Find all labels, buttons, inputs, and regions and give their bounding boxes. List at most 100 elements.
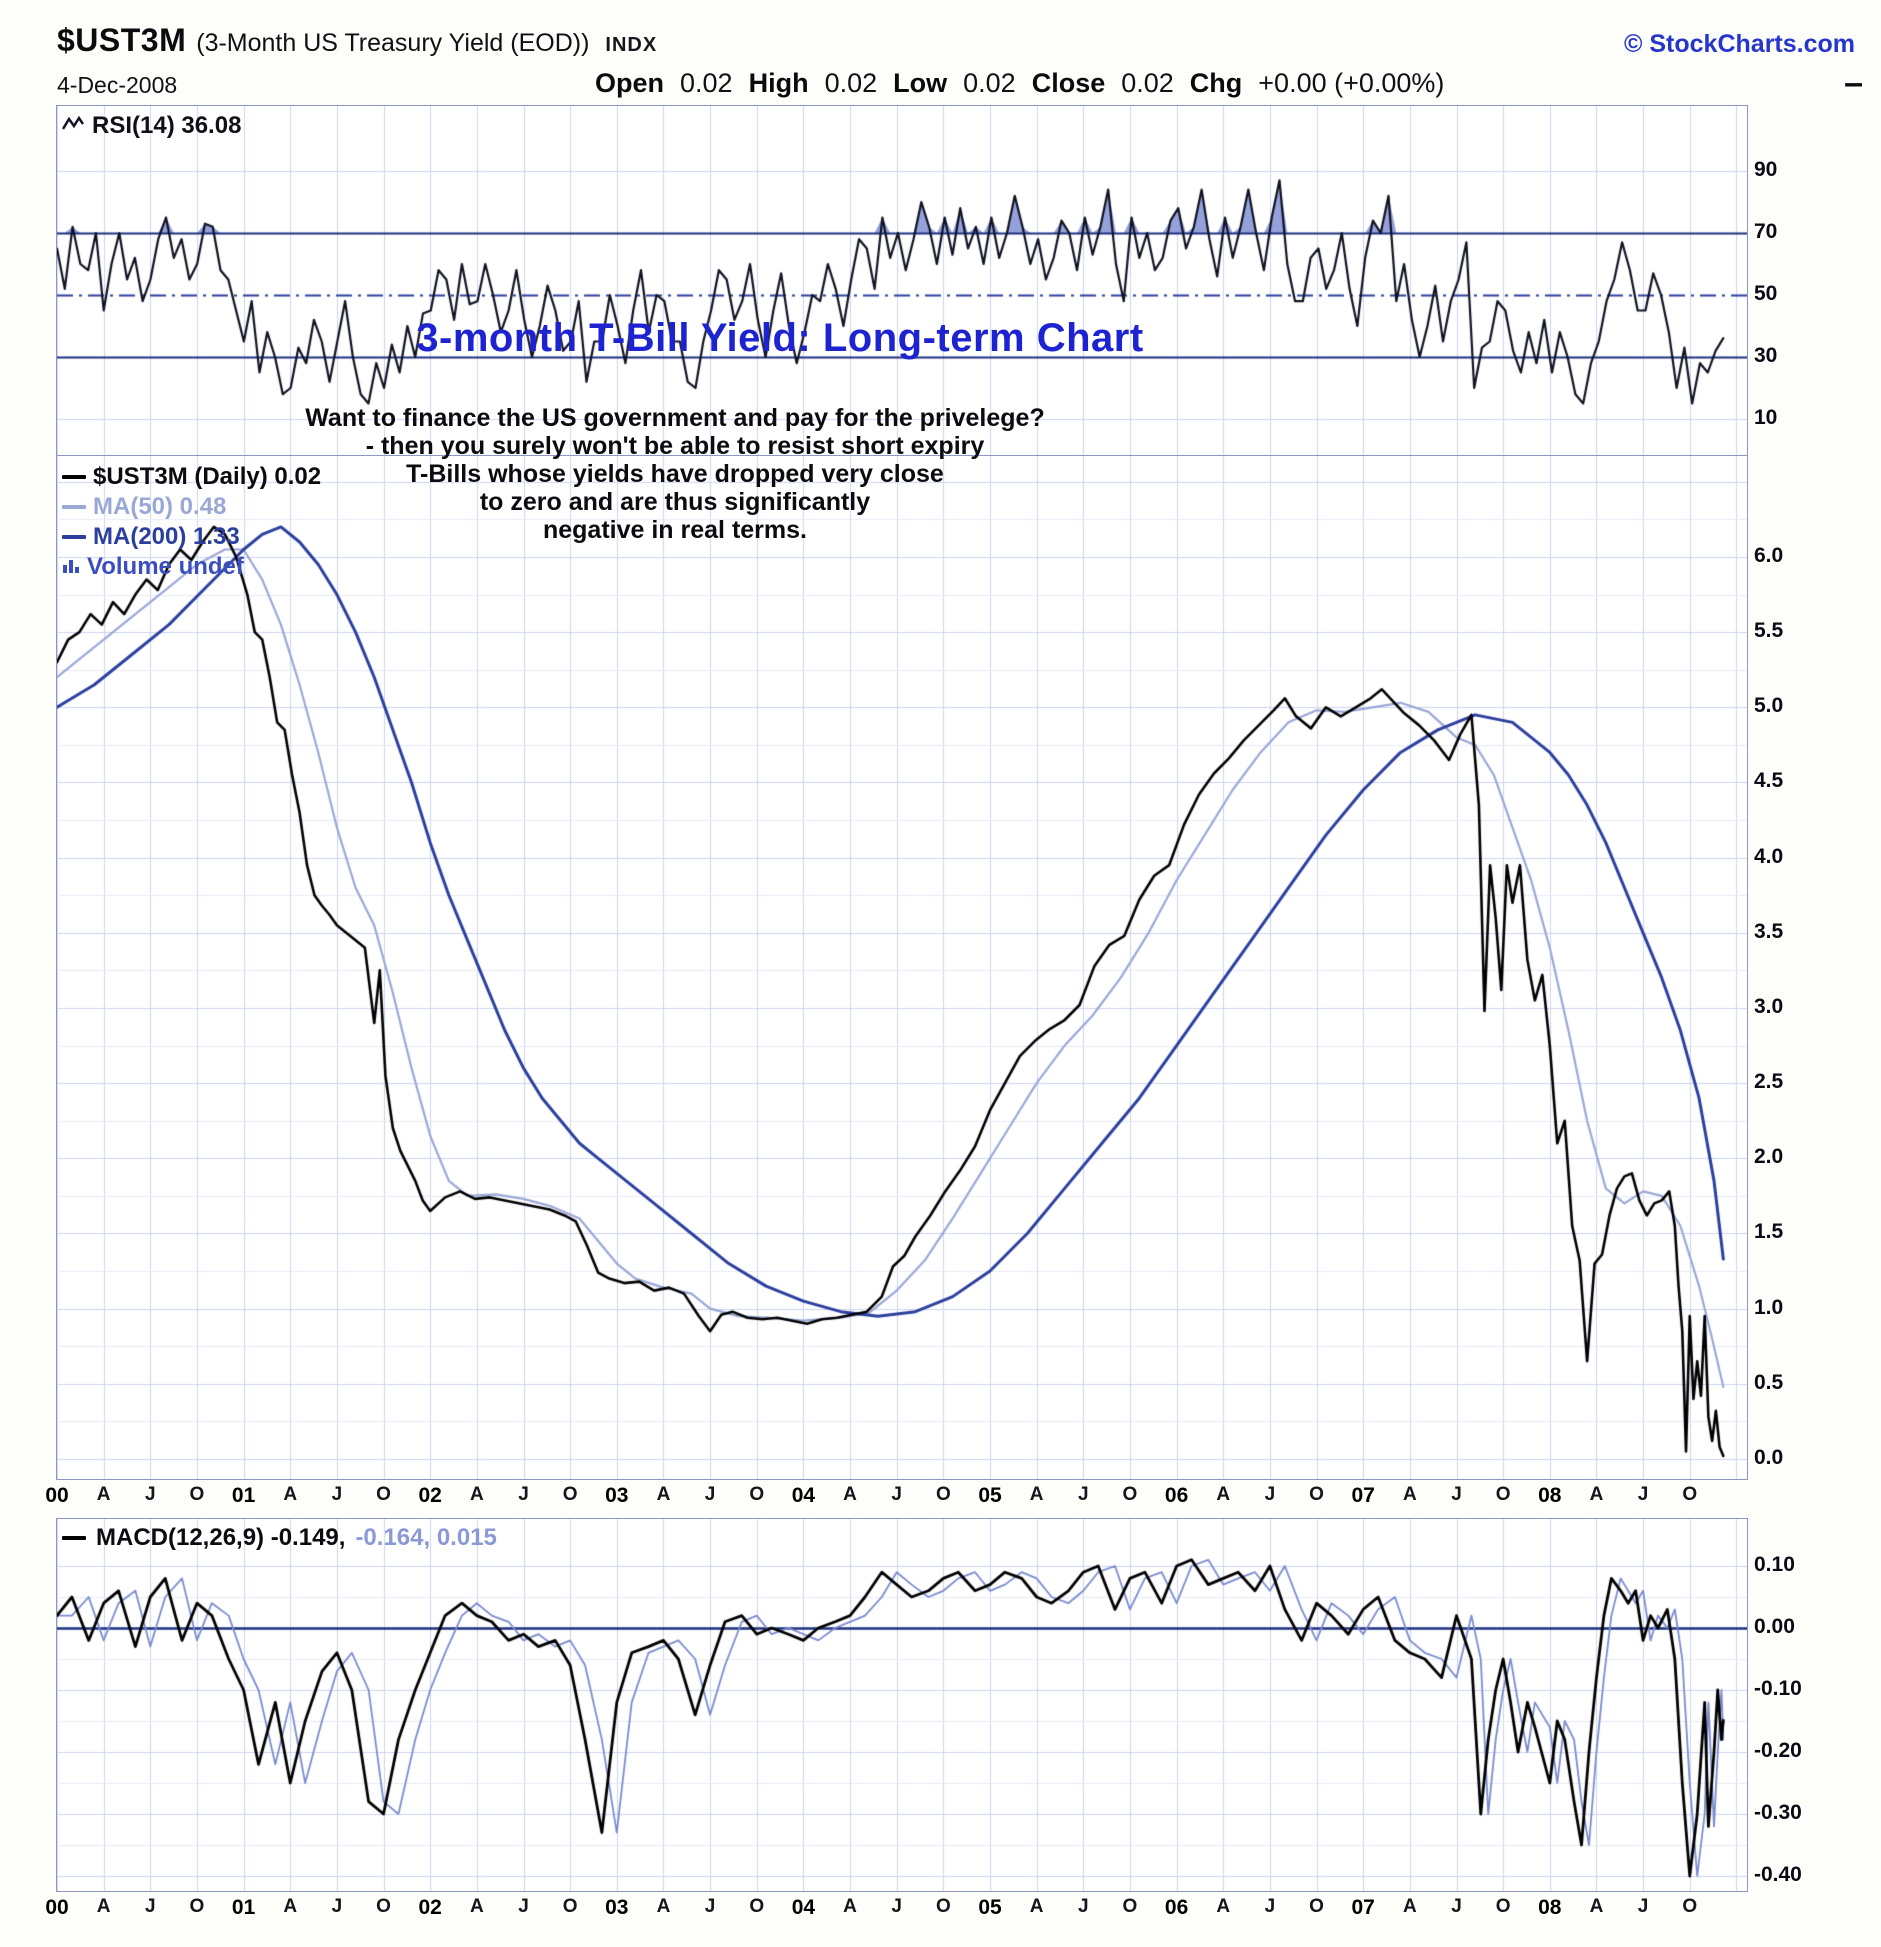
y-axis-label: 4.5 [1754,769,1784,793]
x-axis-month-label: A [656,1896,671,1917]
annotation-note-line: - then you surely won't be able to resis… [365,432,985,460]
rsi-zigzag-icon [61,112,85,140]
ticker-symbol: $UST3M [57,22,187,58]
x-axis-month-label: J [1264,1896,1276,1917]
y-axis-label: 0.10 [1754,1553,1795,1576]
x-axis-month-label: J [1078,1484,1089,1505]
x-axis-month-label: J [704,1484,716,1505]
x-axis-year-label: 03 [605,1896,629,1919]
chg-label: Chg [1189,68,1243,98]
rsi-legend: RSI(14) 36.08 [61,112,242,140]
x-axis-month-label: A [283,1896,298,1917]
exchange-label: INDX [605,34,658,56]
x-axis-year-label: 08 [1538,1484,1562,1507]
x-axis-month-label: O [1122,1484,1138,1505]
legend-row-ust3m: $UST3M (Daily) 0.02 [62,462,321,492]
ma50-legend-label: MA(50) 0.48 [93,493,227,520]
legend-row-ma50: MA(50) 0.48 [62,492,321,522]
x-axis-month-label: A [1402,1484,1417,1505]
open-value: 0.02 [680,68,733,98]
x-axis-year-label: 05 [978,1484,1002,1507]
x-axis-month-label: J [145,1484,156,1505]
volume-legend-label: Volume undef [87,553,244,580]
ust3m-legend-label: $UST3M (Daily) 0.02 [93,463,322,490]
y-axis-label: 3.5 [1754,919,1784,943]
x-axis-month-label: J [1637,1484,1649,1505]
x-axis-month-label: J [891,1484,902,1505]
x-axis-month-label: A [469,1484,484,1505]
legend-row-ma200: MA(200) 1.33 [62,522,321,552]
x-axis-month-label: J [1451,1484,1462,1505]
annotation-note-line: to zero and are thus significantly [479,488,871,516]
y-axis-label: 70 [1754,220,1778,243]
y-axis-label: 5.5 [1754,619,1784,643]
x-axis-month-label: O [935,1896,951,1917]
low-label: Low [893,68,948,98]
x-axis-month-label: J [891,1896,902,1917]
x-axis-month-label: O [189,1896,205,1917]
x-axis-year-label: 01 [231,1484,256,1507]
x-axis-month-label: O [562,1896,578,1917]
x-axis-month-label: O [1682,1896,1698,1917]
x-axis-month-label: A [469,1896,484,1917]
x-axis-year-label: 05 [978,1896,1002,1919]
open-label: Open [595,68,665,98]
x-axis-month-label: J [518,1484,529,1505]
y-axis-label: -0.40 [1754,1863,1802,1886]
x-axis-year-label: 02 [418,1484,442,1507]
x-axis-month-label: O [935,1484,951,1505]
x-axis-year-label: 08 [1538,1896,1562,1919]
x-axis-year-label: 07 [1351,1484,1375,1507]
price-panel [56,455,1748,1480]
x-axis-year-label: 02 [418,1896,442,1919]
x-axis-month-label: O [1495,1896,1511,1917]
low-value: 0.02 [963,68,1016,98]
y-axis-label: -0.30 [1754,1801,1802,1824]
x-axis-month-label: O [1682,1484,1698,1505]
annotation-note-line: negative in real terms. [542,516,807,544]
annotation-note-line: Want to finance the US government and pa… [305,404,1045,432]
trailing-dash: – [1844,64,1863,102]
ma200-line-swatch [62,535,86,539]
macd-plot-canvas [57,1519,1747,1891]
price-legend: $UST3M (Daily) 0.02 MA(50) 0.48 MA(200) … [62,462,321,582]
macd-legend-label: MACD(12,26,9) -0.149, [96,1524,346,1551]
rsi-panel [56,105,1748,457]
x-axis-month-label: J [1078,1896,1089,1917]
y-axis-label: 4.0 [1754,844,1784,868]
y-axis-label: -0.20 [1754,1739,1802,1762]
quote-line: Open 0.02 High 0.02 Low 0.02 Close 0.02 … [595,68,1444,99]
y-axis-label: -0.10 [1754,1677,1802,1700]
rsi-legend-label: RSI(14) 36.08 [92,112,242,139]
chg-value: +0.00 (+0.00%) [1258,68,1445,98]
x-axis-month-label: O [749,1896,765,1917]
x-axis-year-label: 06 [1164,1896,1189,1919]
x-axis-year-label: 04 [791,1484,816,1507]
high-label: High [748,68,809,98]
x-axis-month-label: A [1029,1484,1044,1505]
x-axis-month-label: O [376,1896,391,1917]
x-axis-month-label: O [562,1484,578,1505]
x-axis-month-label: O [1309,1484,1324,1505]
x-axis-year-label: 04 [791,1896,816,1919]
price-plot-canvas [57,456,1747,1479]
x-axis-year-label: 06 [1164,1484,1189,1507]
ust3m-line-swatch [62,475,86,479]
x-axis-month-label: J [518,1896,529,1917]
high-value: 0.02 [824,68,878,98]
close-value: 0.02 [1121,68,1174,98]
x-axis-month-label: A [1029,1896,1044,1917]
y-axis-label: 50 [1754,282,1778,305]
x-axis-month-label: A [843,1896,857,1917]
volume-bars-icon [62,552,80,582]
x-axis-month-label: O [1122,1896,1138,1917]
x-axis-month-label: A [96,1896,111,1917]
y-axis-label: 5.0 [1754,694,1784,718]
macd-legend: MACD(12,26,9) -0.149, -0.164, 0.015 [62,1524,497,1552]
ma200-legend-label: MA(200) 1.33 [93,523,240,550]
y-axis-label: 1.5 [1754,1220,1784,1244]
x-axis-year-label: 00 [45,1484,69,1507]
legend-row-volume: Volume undef [62,552,321,582]
x-axis-month-label: A [283,1484,298,1505]
